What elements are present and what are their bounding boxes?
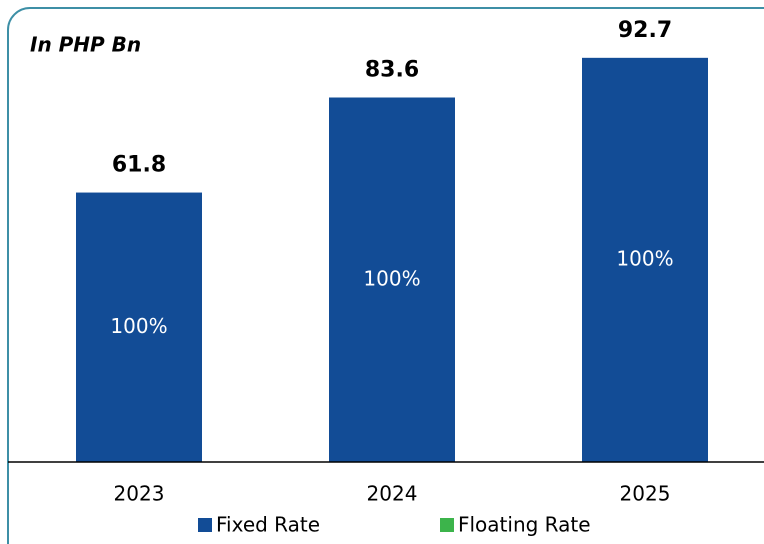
bar — [76, 192, 202, 462]
chart-title: In PHP Bn — [30, 33, 141, 57]
share-label: 100% — [110, 314, 167, 338]
value-label: 83.6 — [365, 58, 419, 83]
x-tick-label: 2023 — [114, 482, 165, 506]
value-label: 92.7 — [618, 18, 672, 43]
legend-swatch — [198, 518, 212, 532]
share-label: 100% — [363, 266, 420, 290]
value-label: 61.8 — [112, 153, 166, 178]
bar — [582, 57, 708, 462]
x-tick-label: 2024 — [367, 482, 418, 506]
share-label: 100% — [616, 246, 673, 270]
bar — [329, 97, 455, 462]
legend-label: Fixed Rate — [216, 513, 320, 537]
x-tick-label: 2025 — [620, 482, 671, 506]
legend-label: Floating Rate — [458, 513, 591, 537]
legend-swatch — [440, 518, 454, 532]
